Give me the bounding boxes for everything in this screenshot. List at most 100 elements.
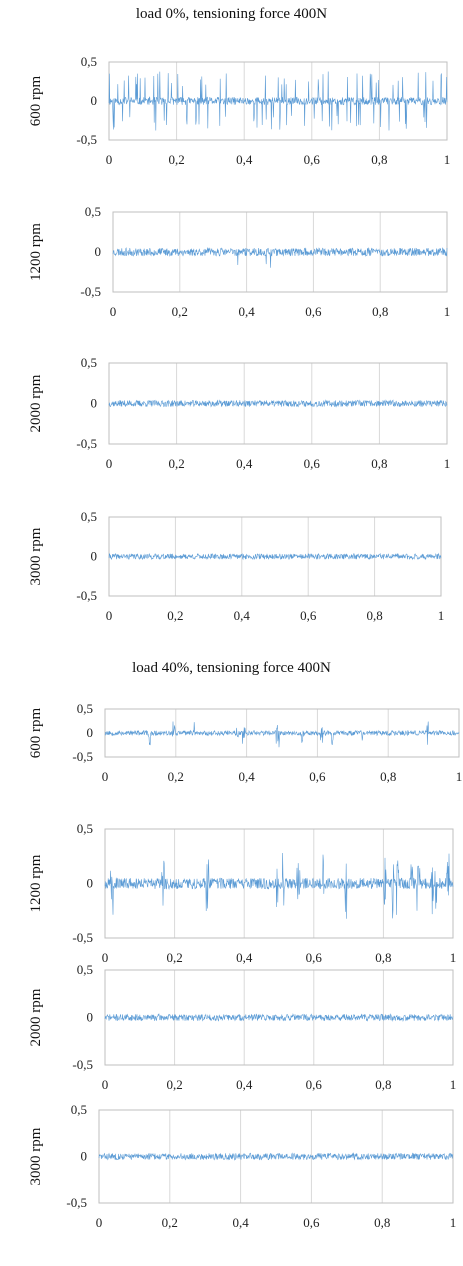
y-axis-label: 3000 rpm xyxy=(28,1127,44,1185)
x-tick-label: 1 xyxy=(444,152,451,167)
signal-line xyxy=(104,721,460,748)
x-tick-label: 0,8 xyxy=(380,769,396,784)
y-tick-label: 0,5 xyxy=(85,204,101,219)
y-tick-label: 0 xyxy=(87,725,94,740)
x-tick-label: 1 xyxy=(450,950,457,965)
x-tick-label: 0,2 xyxy=(162,1215,178,1230)
x-tick-label: 0 xyxy=(96,1215,103,1230)
y-tick-label: -0,5 xyxy=(76,588,97,603)
x-tick-label: 1 xyxy=(456,769,463,784)
y-tick-label: -0,5 xyxy=(72,1057,93,1072)
y-tick-label: -0,5 xyxy=(72,930,93,945)
chart-panel-1: 0,5 0 -0,5 0 0,2 0,4 0,6 0,8 1 1200 rpm xyxy=(28,204,450,319)
x-tick-label: 0,2 xyxy=(172,304,188,319)
x-tick-label: 0,6 xyxy=(309,769,326,784)
signal-line xyxy=(108,71,448,131)
y-tick-label: 0,5 xyxy=(81,355,97,370)
x-tick-label: 1 xyxy=(450,1077,457,1092)
x-tick-label: 0,2 xyxy=(167,608,183,623)
y-tick-label: 0,5 xyxy=(81,509,97,524)
chart-panel-2: 0,5 0 -0,5 0 0,2 0,4 0,6 0,8 1 2000 rpm xyxy=(28,355,450,471)
x-tick-label: 0,4 xyxy=(238,304,255,319)
signal-line xyxy=(98,1152,454,1161)
y-tick-label: 0 xyxy=(87,1010,94,1025)
y-tick-label: 0 xyxy=(91,549,98,564)
y-tick-label: 0,5 xyxy=(77,821,93,836)
y-tick-label: 0 xyxy=(81,1149,88,1164)
x-tick-label: 0 xyxy=(102,769,109,784)
x-tick-label: 1 xyxy=(450,1215,457,1230)
x-tick-label: 0,4 xyxy=(238,769,255,784)
x-tick-label: 0,6 xyxy=(304,152,321,167)
x-tick-label: 0,2 xyxy=(168,769,184,784)
x-tick-label: 0,6 xyxy=(306,950,323,965)
x-tick-label: 0,6 xyxy=(303,1215,320,1230)
signal-line xyxy=(104,852,454,919)
chart-panel-0: 0,5 0 -0,5 0 0,2 0,4 0,6 0,8 1 600 rpm xyxy=(28,54,450,167)
plot-frame xyxy=(104,708,460,758)
y-tick-label: -0,5 xyxy=(76,436,97,451)
x-tick-label: 0,4 xyxy=(232,1215,249,1230)
plot-frame xyxy=(108,516,442,597)
y-tick-label: -0,5 xyxy=(66,1195,87,1210)
x-tick-label: 0,4 xyxy=(236,950,253,965)
x-tick-label: 0,2 xyxy=(166,1077,182,1092)
y-tick-label: 0,5 xyxy=(77,962,93,977)
chart-panel-4: 0,5 0 -0,5 0 0,2 0,4 0,6 0,8 1 600 rpm xyxy=(28,701,462,784)
x-tick-label: 0,8 xyxy=(374,1215,390,1230)
x-tick-label: 0 xyxy=(110,304,117,319)
y-tick-label: 0,5 xyxy=(81,54,97,69)
chart-panel-7: 0,5 0 -0,5 0 0,2 0,4 0,6 0,8 1 3000 rpm xyxy=(28,1102,456,1230)
y-tick-label: 0 xyxy=(91,93,98,108)
y-tick-label: 0 xyxy=(95,244,102,259)
y-axis-label: 1200 rpm xyxy=(28,854,44,912)
y-tick-label: 0 xyxy=(87,876,94,891)
x-tick-label: 0,8 xyxy=(366,608,382,623)
y-tick-label: 0,5 xyxy=(77,701,93,716)
x-tick-label: 0,6 xyxy=(300,608,317,623)
y-axis-label: 1200 rpm xyxy=(28,223,44,281)
x-tick-label: 0,8 xyxy=(371,152,387,167)
plot-frame xyxy=(104,828,454,939)
chart-group-title-load-0: load 0%, tensioning force 400N xyxy=(135,6,328,22)
y-tick-label: -0,5 xyxy=(76,132,97,147)
chart-panel-6: 0,5 0 -0,5 0 0,2 0,4 0,6 0,8 1 2000 rpm xyxy=(28,962,456,1092)
x-tick-label: 0 xyxy=(106,456,113,471)
x-tick-label: 0,4 xyxy=(236,456,253,471)
y-axis-label: 600 rpm xyxy=(28,707,44,758)
x-tick-label: 0 xyxy=(102,950,109,965)
x-tick-label: 0 xyxy=(102,1077,109,1092)
x-tick-label: 0,2 xyxy=(166,950,182,965)
x-tick-label: 0,4 xyxy=(234,608,251,623)
y-axis-label: 3000 rpm xyxy=(28,527,44,585)
x-tick-label: 0,6 xyxy=(304,456,321,471)
x-tick-label: 0 xyxy=(106,152,113,167)
x-tick-label: 0,2 xyxy=(168,456,184,471)
chart-panel-3: 0,5 0 -0,5 0 0,2 0,4 0,6 0,8 1 3000 rpm xyxy=(28,509,444,623)
x-tick-label: 0,8 xyxy=(371,456,387,471)
x-tick-label: 1 xyxy=(444,456,451,471)
y-axis-label: 2000 rpm xyxy=(28,374,44,432)
signal-line xyxy=(108,552,442,561)
y-tick-label: -0,5 xyxy=(72,749,93,764)
chart-panel-5: 0,5 0 -0,5 0 0,2 0,4 0,6 0,8 1 1200 rpm xyxy=(28,821,456,965)
x-tick-label: 0,8 xyxy=(372,304,388,319)
x-tick-label: 1 xyxy=(444,304,451,319)
signal-line xyxy=(108,399,448,408)
x-tick-label: 0,4 xyxy=(236,152,253,167)
y-axis-label: 2000 rpm xyxy=(28,988,44,1046)
x-tick-label: 0,2 xyxy=(168,152,184,167)
signal-line xyxy=(104,1013,454,1022)
x-tick-label: 1 xyxy=(438,608,445,623)
y-tick-label: 0,5 xyxy=(71,1102,87,1117)
y-axis-label: 600 rpm xyxy=(28,75,44,126)
x-tick-label: 0,6 xyxy=(306,1077,323,1092)
y-tick-label: -0,5 xyxy=(80,284,101,299)
chart-group-title-load-40: load 40%, tensioning force 400N xyxy=(132,660,331,676)
x-tick-label: 0 xyxy=(106,608,113,623)
x-tick-label: 0,8 xyxy=(375,1077,391,1092)
y-tick-label: 0 xyxy=(91,396,98,411)
x-tick-label: 0,8 xyxy=(375,950,391,965)
x-tick-label: 0,4 xyxy=(236,1077,253,1092)
